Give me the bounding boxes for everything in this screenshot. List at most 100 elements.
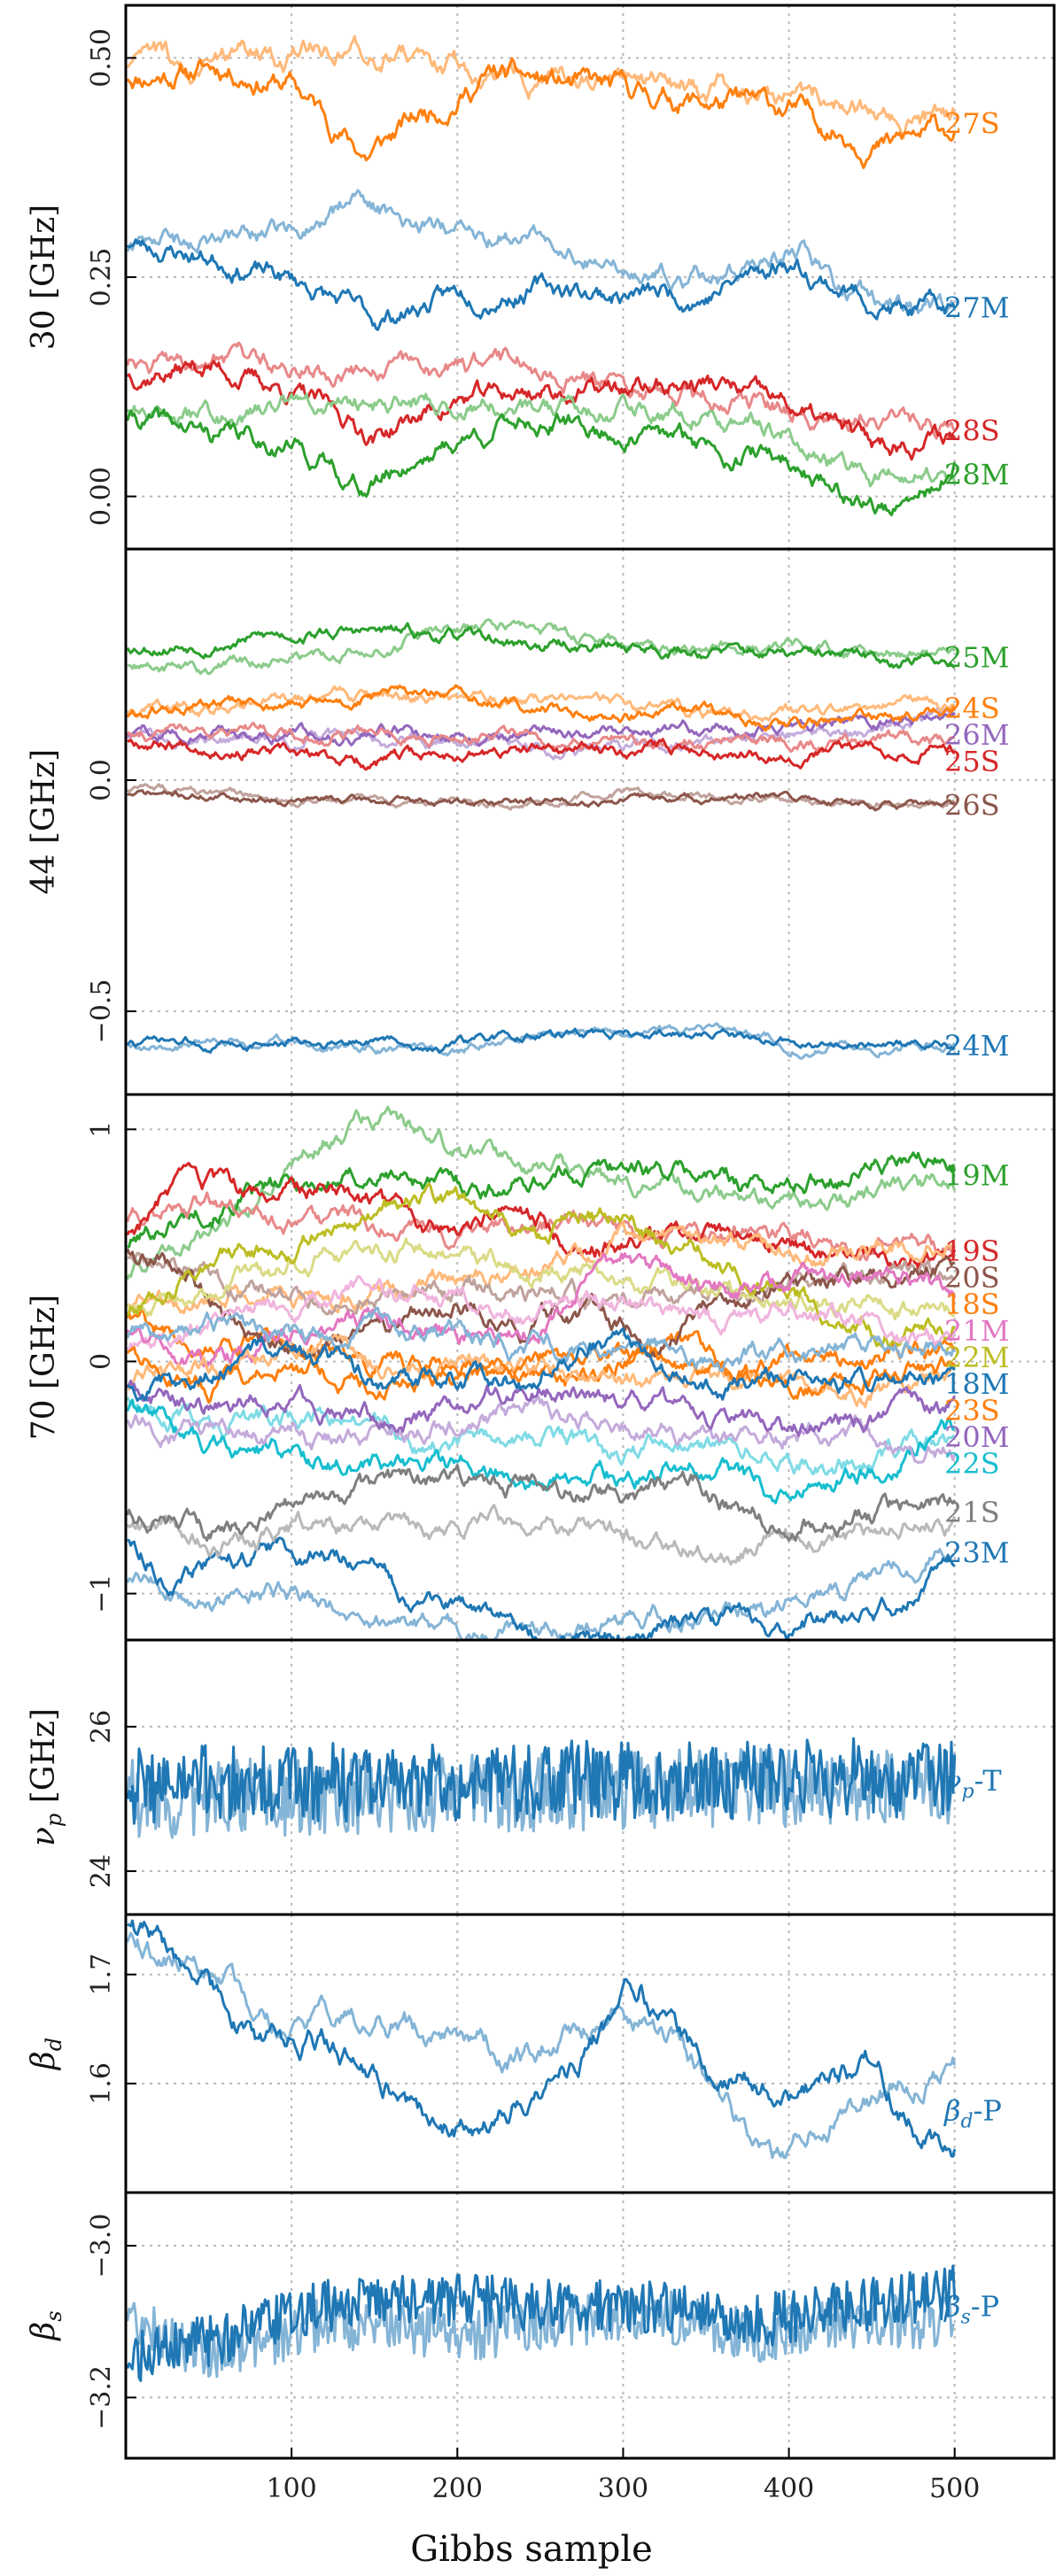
- series-line-22m-chain-1: [126, 1182, 956, 1349]
- panel-5: βd-P1.61.7βd: [26, 1913, 1056, 2194]
- series-label-19s: 19S: [944, 1234, 1000, 1268]
- panel-frame: [124, 547, 1056, 1096]
- y-tick-label: −0.5: [86, 979, 117, 1044]
- series-line-25m-chain-2: [127, 618, 956, 676]
- panel-frame: [124, 2191, 1056, 2460]
- series-line-28s-chain-1: [126, 360, 957, 461]
- series-label-19m: 19M: [944, 1159, 1009, 1193]
- series-line-28s-chain-2: [126, 341, 956, 440]
- series-line-25s-chain-1: [127, 738, 956, 771]
- series-line-19s-chain-1: [126, 1162, 957, 1270]
- series-line-22m-chain-2: [126, 1237, 956, 1321]
- x-tick-label: 100: [267, 2473, 317, 2504]
- y-tick-label: −1: [86, 1574, 117, 1613]
- panel-1: 27S 27M 28S 28M 0.00 0.25 0.50 30 [GHz]: [26, 4, 1056, 551]
- series-line-28m-chain-1: [126, 406, 957, 516]
- series-line-24s-chain-2: [126, 685, 956, 723]
- series-labels: βs-P: [943, 2290, 999, 2329]
- y-tick-label: 1.6: [86, 2062, 117, 2105]
- y-axis-label-subscript: p: [42, 1814, 66, 1827]
- series-line-26s-chain-1: [127, 789, 956, 812]
- series-line--s-p-chain-1: [126, 2264, 957, 2382]
- series-line-23m-chain-2: [126, 1548, 956, 1640]
- series-label-23s: 23S: [944, 1394, 1000, 1427]
- series-label-18s: 18S: [944, 1288, 1000, 1321]
- y-axis-ticks: −1 0 1: [86, 1121, 136, 1613]
- series-label-subscript: d: [961, 2111, 974, 2133]
- series-label-28s: 28S: [944, 414, 1000, 447]
- series-line-25m-chain-1: [126, 622, 956, 669]
- series-label-24s: 24S: [944, 692, 1000, 725]
- y-axis-label: βs: [26, 2310, 66, 2341]
- series-labels: 27S 27M 28S 28M: [944, 107, 1009, 491]
- series-label-21m: 21M: [944, 1314, 1009, 1348]
- y-axis-label: 44 [GHz]: [26, 749, 62, 894]
- series-line--d-p-chain-1: [127, 1919, 957, 2158]
- series-lines: [126, 1105, 957, 1640]
- series-line-28m-chain-2: [126, 392, 957, 488]
- panel-frame: [124, 1913, 1056, 2194]
- series-line-20m-chain-1: [126, 1380, 957, 1437]
- series-lines: [126, 2264, 957, 2382]
- x-axis-label: Gibbs sample: [410, 2529, 653, 2570]
- series-label-27s: 27S: [944, 107, 1000, 141]
- y-tick-label: 0.00: [86, 467, 117, 526]
- series-line-27m-chain-2: [126, 189, 956, 314]
- x-tick-label: 500: [929, 2473, 980, 2504]
- panel-6: βs-P −3.2 −3.0 βs: [26, 2191, 1056, 2460]
- series-label-suffix: -P: [974, 2094, 1002, 2128]
- series-line-19m-chain-2: [126, 1105, 957, 1280]
- series-line-21s-chain-1: [126, 1464, 957, 1543]
- y-tick-label: 0.0: [86, 759, 117, 801]
- series-label-22m: 22M: [944, 1341, 1009, 1374]
- series-line-21s-chain-2: [126, 1504, 957, 1566]
- series-lines: [126, 1919, 957, 2160]
- series-line-25s-chain-2: [126, 721, 956, 754]
- y-tick-label: 0.50: [86, 28, 117, 88]
- y-tick-label: −3.0: [86, 2214, 117, 2278]
- y-tick-label: −3.2: [86, 2365, 117, 2430]
- series-label-26m: 26M: [944, 718, 1009, 752]
- y-axis-label-symbol: β: [26, 2051, 62, 2071]
- series-label-symbol: ν: [944, 1764, 961, 1798]
- y-axis-label-subscript: d: [42, 2038, 66, 2051]
- series-line-24m-chain-2: [126, 1022, 956, 1060]
- series-line-18s-chain-1: [126, 1308, 956, 1387]
- y-axis-label: 30 [GHz]: [26, 205, 62, 350]
- series-label-subscript: s: [961, 2307, 971, 2329]
- y-axis-label: βd: [26, 2038, 66, 2071]
- series-label-25s: 25S: [944, 745, 1000, 778]
- series-label-23m: 23M: [944, 1536, 1009, 1570]
- series-label-20m: 20M: [944, 1420, 1009, 1454]
- series-label-24m: 24M: [944, 1029, 1009, 1063]
- series-line-23m-chain-1: [127, 1536, 956, 1640]
- series-label-22s: 22S: [944, 1447, 1000, 1481]
- series-label-18m: 18M: [944, 1367, 1009, 1401]
- y-axis-ticks: 0.00 0.25 0.50: [86, 28, 136, 526]
- y-tick-label: 24: [86, 1854, 117, 1888]
- series-line-24s-chain-1: [126, 684, 956, 732]
- series-line-19s-chain-2: [126, 1191, 957, 1262]
- grid: [126, 2193, 1054, 2458]
- series-label-βd: βd-P: [943, 2094, 1002, 2133]
- series-label-symbol: β: [943, 2094, 961, 2128]
- series-label-suffix: -P: [971, 2290, 999, 2324]
- y-axis-label: 70 [GHz]: [26, 1295, 62, 1440]
- series-label-27m: 27M: [944, 291, 1009, 325]
- series-line--d-p-chain-2: [126, 1931, 957, 2160]
- series-line-27s-chain-1: [126, 57, 957, 169]
- series-label-subscript: p: [961, 1781, 974, 1803]
- series-line-20m-chain-2: [126, 1395, 957, 1465]
- series-lines: [126, 1737, 957, 1839]
- series-label-νp: νp-T: [944, 1764, 1002, 1803]
- series-line-24m-chain-1: [126, 1027, 956, 1054]
- series-label-20s: 20S: [944, 1261, 1000, 1295]
- y-axis-label: νp [GHz]: [26, 1708, 66, 1846]
- y-axis-ticks: −0.5 0.0: [86, 759, 136, 1043]
